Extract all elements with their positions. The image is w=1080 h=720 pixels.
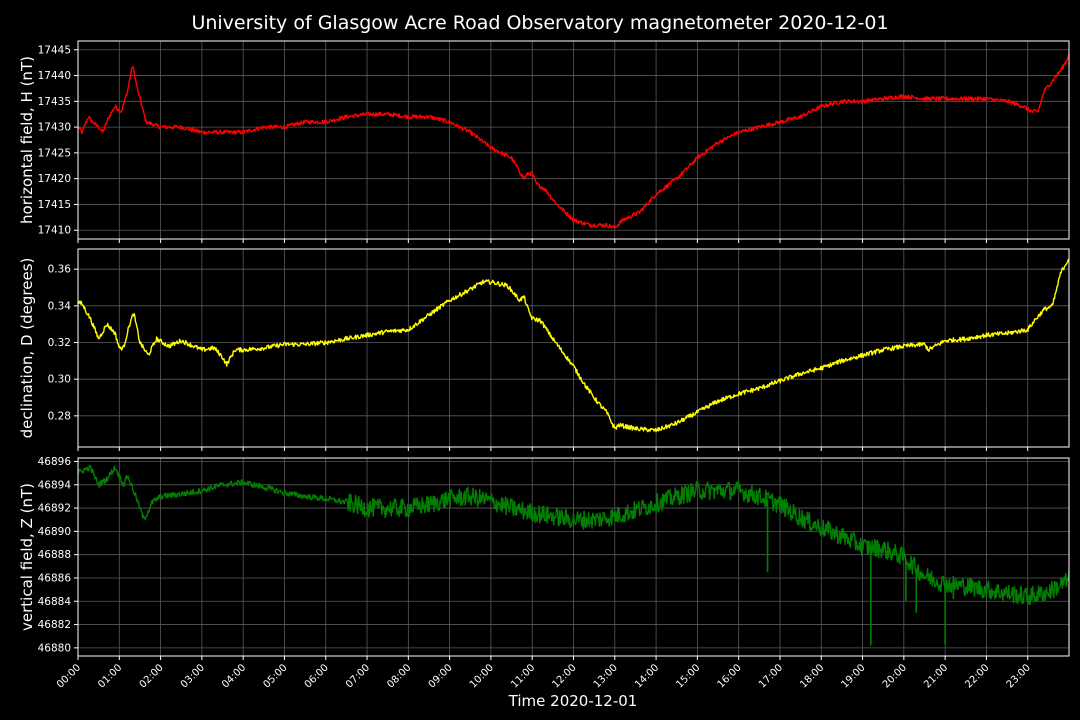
x-tick-label: 10:00: [468, 662, 496, 690]
panel-2: 0.28 0.30 0.32 0.34 0.36 declination, D (degr…: [18, 248, 1070, 451]
x-tick-label: 00:00: [55, 662, 83, 690]
x-tick-label: 19:00: [840, 662, 868, 690]
y-tick-label: 17425: [38, 147, 71, 159]
x-tick-label: 16:00: [716, 662, 744, 690]
x-tick-label: 22:00: [963, 662, 991, 690]
y-tick-label: 46894: [38, 479, 72, 491]
y-tick-label: 0.30: [48, 374, 71, 386]
y-tick-label: 46890: [38, 526, 71, 538]
y-tick-label: 46880: [38, 642, 71, 654]
x-tick-label: 13:00: [592, 662, 620, 690]
y-tick-label: 0.28: [48, 410, 71, 422]
y-axis-label: horizontal field, H (nT): [18, 56, 36, 224]
y-tick-label: 17445: [38, 44, 71, 56]
x-tick-label: 23:00: [1005, 662, 1033, 690]
y-tick-label: 17435: [38, 96, 71, 108]
x-tick-label: 18:00: [798, 662, 826, 690]
x-tick-label: 07:00: [344, 662, 372, 690]
y-tick-label: 46896: [38, 456, 72, 468]
panel-1: 17410 17415 17420 17425 17430 17435 17440 17445…: [18, 40, 1070, 243]
y-tick-label: 46888: [38, 549, 71, 561]
y-axis-label: vertical field, Z (nT): [18, 483, 36, 631]
series-line: [77, 258, 1070, 433]
x-tick-label: 17:00: [757, 662, 785, 690]
x-tick-label: 09:00: [427, 662, 455, 690]
y-tick-label: 17410: [38, 225, 71, 237]
series-line: [77, 53, 1070, 229]
chart-title: University of Glasgow Acre Road Observat…: [191, 12, 888, 34]
y-axis-label: declination, D (degrees): [18, 258, 36, 439]
x-tick-label: 20:00: [881, 662, 909, 690]
y-tick-label: 17415: [38, 199, 71, 211]
x-tick-label: 08:00: [385, 662, 413, 690]
x-tick-label: 04:00: [220, 662, 248, 690]
y-tick-label: 46884: [38, 596, 72, 608]
x-tick-label: 03:00: [179, 662, 207, 690]
y-tick-label: 0.36: [48, 264, 72, 276]
x-tick-label: 12:00: [550, 662, 578, 690]
panel-frame: [77, 457, 1070, 657]
x-tick-label: 14:00: [633, 662, 661, 690]
x-axis-label: Time 2020-12-01: [508, 692, 638, 710]
x-tick-label: 02:00: [138, 662, 166, 690]
y-tick-label: 46882: [38, 619, 71, 631]
x-tick-label: 05:00: [261, 662, 289, 690]
panel-frame: [77, 248, 1070, 448]
y-tick-label: 46886: [38, 572, 72, 584]
x-tick-label: 11:00: [509, 662, 537, 690]
y-tick-label: 17420: [38, 173, 71, 185]
y-tick-label: 17430: [38, 122, 71, 134]
series-line: [77, 464, 1070, 606]
panel-frame: [77, 40, 1070, 240]
y-tick-label: 17440: [38, 70, 71, 82]
x-tick-label: 06:00: [303, 662, 331, 690]
y-tick-label: 0.32: [48, 337, 71, 349]
y-tick-label: 46892: [38, 503, 71, 515]
panel-3: 46880 46882 46884 46886 46888 46890 46892 46894…: [18, 456, 1070, 660]
x-tick-label: 15:00: [674, 662, 702, 690]
x-tick-label: 21:00: [922, 662, 950, 690]
y-tick-label: 0.34: [48, 300, 72, 312]
x-tick-label: 01:00: [96, 662, 124, 690]
